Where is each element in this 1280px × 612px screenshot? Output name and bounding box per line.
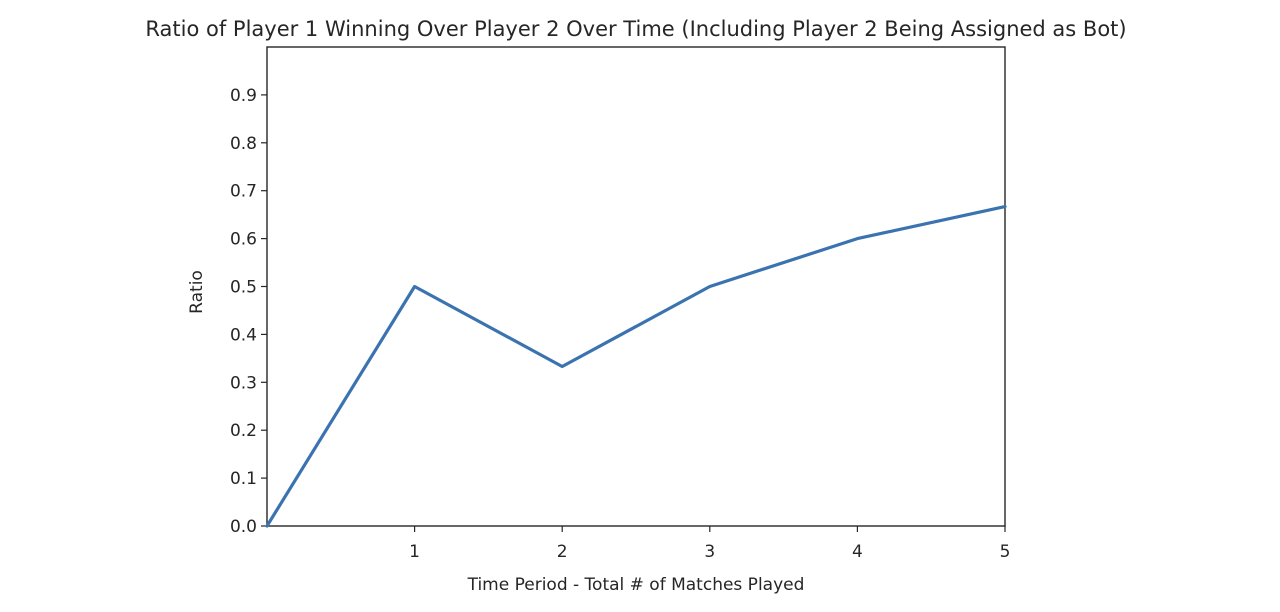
plot-frame [266, 46, 1006, 527]
y-tick-label: 0.5 [230, 278, 257, 298]
x-tick-label: 1 [409, 542, 420, 562]
y-tick-label: 0.7 [230, 182, 257, 202]
chart-title: Ratio of Player 1 Winning Over Player 2 … [145, 17, 1126, 41]
y-tick-label: 0.6 [230, 230, 257, 250]
x-tick-label: 5 [1000, 542, 1011, 562]
y-tick-label: 0.3 [230, 373, 257, 393]
y-tick-label: 0.9 [230, 86, 257, 106]
y-tick-label: 0.4 [230, 325, 257, 345]
x-axis-ticks: 1 2 3 4 5 [409, 526, 1010, 562]
x-tick-label: 4 [852, 542, 863, 562]
y-axis-ticks: 0.0 0.1 0.2 0.3 0.4 0.5 0.6 0.7 0.8 0.9 [230, 86, 267, 537]
x-axis-label: Time Period - Total # of Matches Played [467, 575, 805, 595]
y-axis-label: Ratio [187, 270, 207, 314]
y-tick-label: 0.0 [230, 517, 257, 537]
y-tick-label: 0.2 [230, 421, 257, 441]
x-tick-label: 2 [557, 542, 568, 562]
y-tick-label: 0.1 [230, 469, 257, 489]
y-tick-label: 0.8 [230, 134, 257, 154]
x-tick-label: 3 [704, 542, 715, 562]
series-line [265, 204, 1007, 528]
